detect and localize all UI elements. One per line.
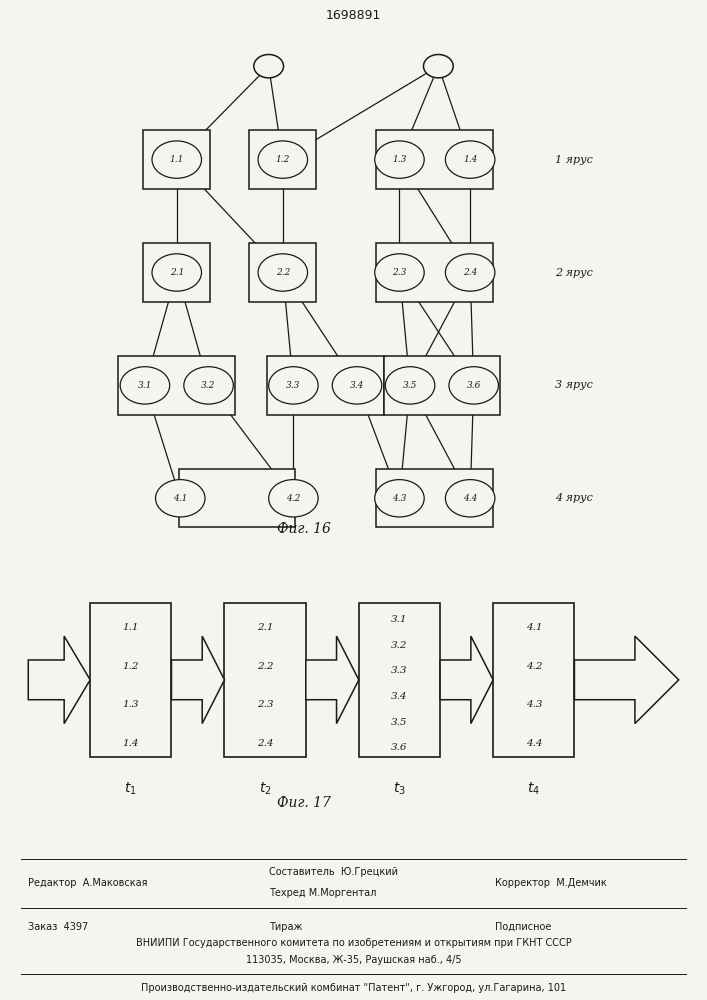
Polygon shape	[574, 636, 679, 724]
Text: 2.4: 2.4	[257, 739, 274, 748]
Text: 2.1: 2.1	[257, 623, 274, 632]
Bar	[90, 603, 171, 757]
Text: 3.4: 3.4	[350, 381, 364, 390]
Bar	[493, 603, 574, 757]
Text: 1.4: 1.4	[122, 739, 139, 748]
Text: 2.2: 2.2	[257, 662, 274, 671]
Text: 3.1: 3.1	[138, 381, 152, 390]
Ellipse shape	[445, 480, 495, 517]
Text: 4 ярус: 4 ярус	[555, 493, 593, 503]
Text: Тираж: Тираж	[269, 922, 302, 932]
Text: 2 ярус: 2 ярус	[555, 267, 593, 277]
Bar	[358, 603, 440, 757]
Bar	[118, 356, 235, 415]
Ellipse shape	[258, 141, 308, 178]
Ellipse shape	[184, 367, 233, 404]
Ellipse shape	[375, 254, 424, 291]
Ellipse shape	[449, 367, 498, 404]
Polygon shape	[305, 636, 358, 724]
Ellipse shape	[375, 480, 424, 517]
Text: 4.1: 4.1	[525, 623, 542, 632]
Text: Производственно-издательский комбинат "Патент", г. Ужгород, ул.Гагарина, 101: Производственно-издательский комбинат "П…	[141, 983, 566, 993]
Text: Составитель  Ю.Грецкий: Составитель Ю.Грецкий	[269, 867, 397, 877]
Ellipse shape	[445, 254, 495, 291]
Text: 4.4: 4.4	[463, 494, 477, 503]
Text: 4.3: 4.3	[392, 494, 407, 503]
Text: 4.4: 4.4	[525, 739, 542, 748]
Text: 1.3: 1.3	[392, 155, 407, 164]
Bar	[144, 130, 211, 189]
Text: 3.1: 3.1	[391, 615, 408, 624]
Ellipse shape	[445, 141, 495, 178]
Ellipse shape	[254, 54, 284, 78]
Text: 4.2: 4.2	[286, 494, 300, 503]
Bar	[376, 130, 493, 189]
Ellipse shape	[120, 367, 170, 404]
Ellipse shape	[156, 480, 205, 517]
Polygon shape	[440, 636, 493, 724]
Bar	[376, 243, 493, 302]
Text: 4.3: 4.3	[525, 700, 542, 709]
Text: 4.1: 4.1	[173, 494, 187, 503]
Ellipse shape	[423, 54, 453, 78]
Ellipse shape	[269, 480, 318, 517]
Text: $t_1$: $t_1$	[124, 781, 137, 797]
Ellipse shape	[269, 367, 318, 404]
Text: 1.4: 1.4	[463, 155, 477, 164]
Text: Техред М.Моргентал: Техред М.Моргентал	[269, 888, 376, 898]
Text: Подписное: Подписное	[495, 922, 551, 932]
Text: 2.2: 2.2	[276, 268, 290, 277]
Bar	[178, 469, 296, 527]
Text: 2.3: 2.3	[392, 268, 407, 277]
Text: 3.2: 3.2	[201, 381, 216, 390]
Text: 3.6: 3.6	[467, 381, 481, 390]
Text: 3.5: 3.5	[403, 381, 417, 390]
Text: 3.4: 3.4	[391, 692, 408, 701]
Ellipse shape	[152, 254, 201, 291]
Text: Фиг. 16: Фиг. 16	[277, 522, 331, 536]
Polygon shape	[171, 636, 225, 724]
Text: ВНИИПИ Государственного комитета по изобретениям и открытиям при ГКНТ СССР: ВНИИПИ Государственного комитета по изоб…	[136, 938, 571, 948]
Text: Фиг. 17: Фиг. 17	[277, 796, 331, 810]
Text: 1.2: 1.2	[122, 662, 139, 671]
Bar	[384, 356, 501, 415]
Text: 1.1: 1.1	[170, 155, 184, 164]
Bar	[250, 130, 317, 189]
Text: Заказ  4397: Заказ 4397	[28, 922, 88, 932]
Text: 2.1: 2.1	[170, 268, 184, 277]
Bar	[267, 356, 384, 415]
Text: 2.4: 2.4	[463, 268, 477, 277]
Text: 3.2: 3.2	[391, 641, 408, 650]
Ellipse shape	[332, 367, 382, 404]
Text: Редактор  А.Маковская: Редактор А.Маковская	[28, 878, 148, 888]
Text: 4.2: 4.2	[525, 662, 542, 671]
Text: 1.2: 1.2	[276, 155, 290, 164]
Text: $t_3$: $t_3$	[393, 781, 406, 797]
Text: 3 ярус: 3 ярус	[555, 380, 593, 390]
Text: 2.3: 2.3	[257, 700, 274, 709]
Text: 3.5: 3.5	[391, 718, 408, 727]
Text: 1.1: 1.1	[122, 623, 139, 632]
Ellipse shape	[385, 367, 435, 404]
Ellipse shape	[152, 141, 201, 178]
Text: $t_4$: $t_4$	[527, 781, 540, 797]
Text: 113035, Москва, Ж-35, Раушская наб., 4/5: 113035, Москва, Ж-35, Раушская наб., 4/5	[246, 955, 461, 965]
Text: 1698891: 1698891	[326, 9, 381, 22]
Polygon shape	[28, 636, 90, 724]
Ellipse shape	[258, 254, 308, 291]
Bar	[376, 469, 493, 527]
Bar	[225, 603, 305, 757]
Text: 3.6: 3.6	[391, 743, 408, 752]
Text: 1 ярус: 1 ярус	[555, 155, 593, 165]
Text: 1.3: 1.3	[122, 700, 139, 709]
Text: Корректор  М.Демчик: Корректор М.Демчик	[495, 878, 607, 888]
Text: $t_2$: $t_2$	[259, 781, 271, 797]
Text: 3.3: 3.3	[286, 381, 300, 390]
Bar	[250, 243, 317, 302]
Text: 3.3: 3.3	[391, 666, 408, 675]
Ellipse shape	[375, 141, 424, 178]
Bar	[144, 243, 211, 302]
